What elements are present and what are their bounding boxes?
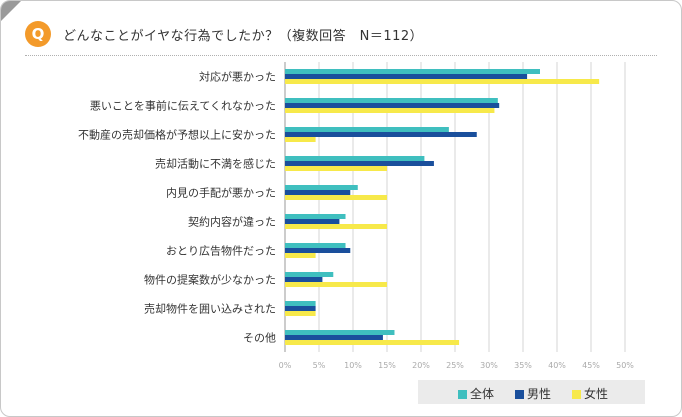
bar-all <box>285 156 425 161</box>
bar-male <box>285 132 477 137</box>
bar-male <box>285 161 434 166</box>
legend-swatch-female <box>572 390 581 399</box>
x-tick-label: 5% <box>313 361 326 370</box>
bar-all <box>285 98 498 103</box>
bar-all <box>285 214 346 219</box>
question-title: どんなことがイヤな行為でしたか？（複数回答 N＝112） <box>63 29 424 44</box>
legend-item-female: 女性 <box>572 385 608 402</box>
bar-all <box>285 301 316 306</box>
bar-male <box>285 335 383 340</box>
legend-label-male: 男性 <box>527 387 552 401</box>
bar-all <box>285 243 346 248</box>
bar-female <box>285 253 316 258</box>
legend-label-all: 全体 <box>470 387 495 401</box>
bar-female <box>285 224 387 229</box>
bar-all <box>285 127 449 132</box>
legend-item-male: 男性 <box>515 385 551 402</box>
category-label: 内見の手配が悪かった <box>166 186 276 200</box>
header-divider <box>25 55 657 56</box>
bar-male <box>285 219 340 224</box>
bar-all <box>285 272 334 277</box>
category-label: 不動産の売却価格が予想以上に安かった <box>78 128 276 142</box>
category-label: 対応が悪かった <box>199 70 276 84</box>
x-tick-label: 40% <box>548 361 566 370</box>
bar-female <box>285 108 495 113</box>
bar-female <box>285 340 460 345</box>
x-tick-label: 15% <box>378 361 396 370</box>
category-label: 売却活動に不満を感じた <box>155 157 276 171</box>
x-tick-label: 30% <box>480 361 498 370</box>
bar-male <box>285 190 351 195</box>
x-tick-label: 0% <box>279 361 292 370</box>
x-tick-label: 45% <box>582 361 600 370</box>
x-tick-label: 35% <box>514 361 532 370</box>
bar-male <box>285 74 528 79</box>
legend-swatch-male <box>515 390 524 399</box>
category-label: 物件の提案数が少なかった <box>144 273 276 287</box>
bar-male <box>285 248 351 253</box>
bar-female <box>285 311 316 316</box>
bar-female <box>285 137 316 142</box>
bar-female <box>285 282 387 287</box>
chart-legend: 全体 男性 女性 <box>418 380 645 404</box>
bar-female <box>285 79 600 84</box>
category-label: その他 <box>243 332 276 345</box>
category-label: おとり広告物件だった <box>166 244 276 258</box>
corner-tab <box>1 1 21 21</box>
category-label: 契約内容が違った <box>188 215 276 229</box>
bar-male <box>285 277 323 282</box>
question-badge: Q <box>25 21 51 47</box>
x-tick-label: 50% <box>616 361 634 370</box>
bar-all <box>285 330 395 335</box>
legend-item-all: 全体 <box>458 385 494 402</box>
bar-male <box>285 306 316 311</box>
bar-female <box>285 166 387 171</box>
category-label: 悪いことを事前に伝えてくれなかった <box>90 99 276 113</box>
category-label: 売却物件を囲い込みされた <box>144 302 276 316</box>
x-tick-label: 25% <box>446 361 464 370</box>
bar-all <box>285 185 358 190</box>
x-tick-label: 10% <box>344 361 362 370</box>
bar-female <box>285 195 387 200</box>
bar-all <box>285 69 540 74</box>
legend-label-female: 女性 <box>584 387 609 401</box>
legend-swatch-all <box>458 390 467 399</box>
x-tick-label: 20% <box>412 361 430 370</box>
bar-male <box>285 103 500 108</box>
